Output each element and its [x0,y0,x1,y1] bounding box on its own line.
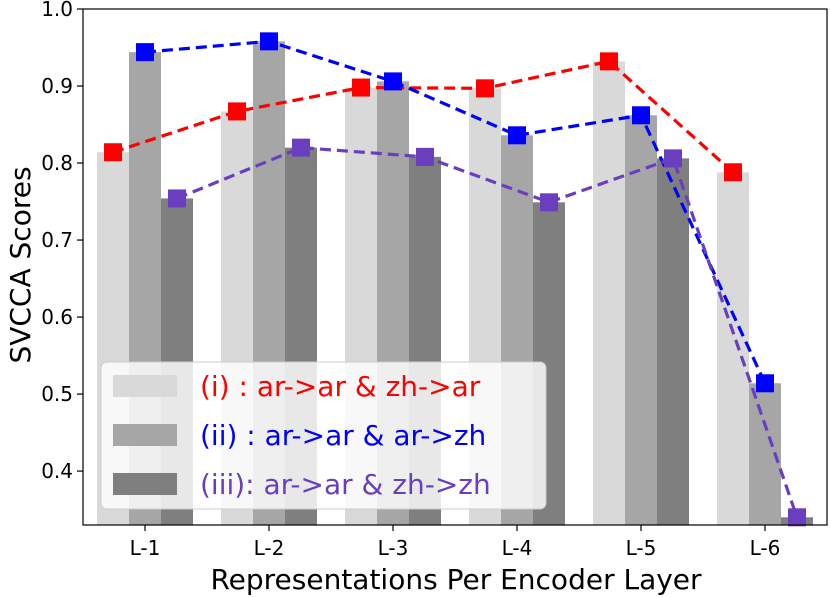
axes: 0.4 0.5 0.6 0.7 0.8 0.9 1.0 L-1 L-2 L-3 L-4 L-5 L-6 [41,0,828,560]
y-tick-label: 0.5 [41,382,73,406]
marker-series1-L-4 [476,79,494,98]
legend-label-series3: (iii): ar->ar & zh->zh [200,468,491,501]
x-axis-label: Representations Per Encoder Layer [210,563,702,596]
line-series3 [176,146,799,518]
marker-series3-L-4 [540,193,558,212]
y-tick-label: 1.0 [41,0,73,21]
marker-series1-L-1 [104,143,122,162]
line-series1 [112,59,735,174]
legend-swatch-series2 [113,424,177,446]
y-tick-label: 0.6 [41,305,73,329]
bar-series1-L-5 [593,61,625,525]
marker-series2-L-5 [632,106,650,125]
bar-series1-L-6 [717,172,749,525]
x-tick-label: L-1 [130,536,161,560]
marker-series2-L-6 [756,374,774,393]
marker-series1-L-6 [724,163,742,182]
bar-series3-L-5 [657,158,689,526]
x-tick-label: L-4 [502,536,533,560]
x-tick-label: L-5 [626,536,657,560]
marker-series2-L-1 [136,43,154,62]
legend: (i) : ar->ar & zh->ar (ii) : ar->ar & ar-… [100,361,547,510]
legend-label-series1: (i) : ar->ar & zh->ar [200,370,481,403]
marker-series2-L-4 [508,126,526,145]
x-tick-label: L-3 [378,536,409,560]
x-tick-label: L-2 [254,536,285,560]
y-tick-label: 0.9 [41,74,73,98]
legend-swatch-series3 [113,473,177,495]
legend-label-series2: (ii) : ar->ar & ar->zh [200,419,486,452]
marker-series2-L-3 [384,72,402,91]
lines-layer [104,32,806,527]
y-tick-label: 0.7 [41,228,73,252]
line-series2 [144,39,767,384]
marker-series3-L-1 [168,189,186,208]
marker-series3-L-3 [416,147,434,166]
marker-series1-L-2 [228,102,246,121]
marker-series2-L-2 [260,32,278,51]
y-axis-label: SVCCA Scores [4,166,37,363]
marker-series3-L-5 [664,149,682,168]
marker-series3-L-6 [788,508,806,527]
marker-series1-L-3 [352,78,370,97]
legend-box [100,361,547,510]
bar-series2-L-5 [625,115,657,526]
marker-series3-L-2 [292,138,310,157]
y-tick-label: 0.8 [41,151,73,175]
legend-swatch-series1 [113,375,177,397]
plot-frame [82,8,828,526]
x-tick-label: L-6 [750,536,781,560]
marker-series1-L-5 [600,52,618,71]
y-tick-label: 0.4 [41,459,73,483]
